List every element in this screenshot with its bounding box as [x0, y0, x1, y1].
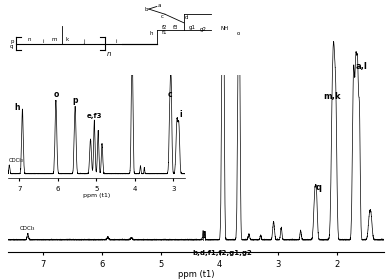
Text: CDCl₃: CDCl₃: [20, 226, 36, 231]
Text: q: q: [315, 183, 321, 192]
Text: a,l: a,l: [356, 62, 368, 71]
Text: m,k: m,k: [324, 92, 341, 101]
Text: n: n: [223, 16, 230, 25]
Text: b,d,f1,f2,g1,g2: b,d,f1,f2,g1,g2: [192, 251, 252, 256]
X-axis label: ppm (t1): ppm (t1): [178, 270, 214, 279]
Text: j: j: [240, 62, 243, 71]
